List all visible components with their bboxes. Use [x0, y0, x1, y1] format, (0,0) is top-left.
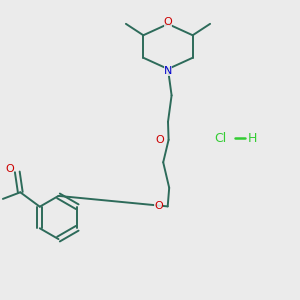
Text: N: N — [164, 66, 172, 76]
Text: O: O — [154, 201, 163, 212]
Text: O: O — [164, 16, 172, 27]
Text: H: H — [248, 131, 258, 145]
Text: O: O — [6, 164, 14, 175]
Text: O: O — [155, 135, 164, 145]
Text: Cl: Cl — [214, 131, 226, 145]
